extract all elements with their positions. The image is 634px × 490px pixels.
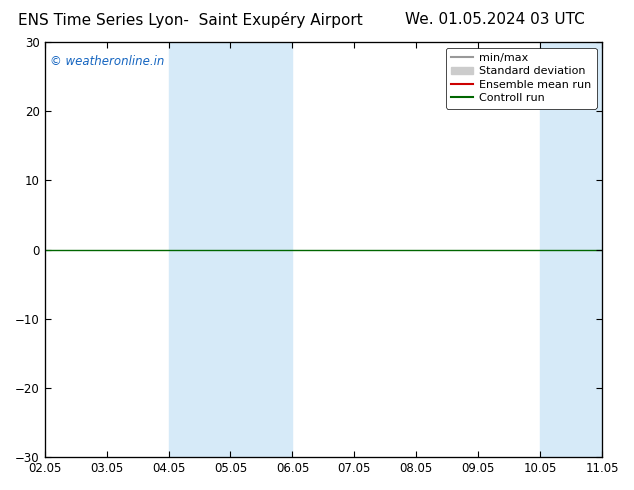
Bar: [231, 42, 292, 457]
Text: ENS Time Series Lyon-  Saint Exupéry Airport: ENS Time Series Lyon- Saint Exupéry Airp…: [18, 12, 363, 28]
Text: © weatheronline.in: © weatheronline.in: [50, 54, 165, 68]
Bar: [169, 42, 231, 457]
Bar: [540, 42, 602, 457]
Legend: min/max, Standard deviation, Ensemble mean run, Controll run: min/max, Standard deviation, Ensemble me…: [446, 48, 597, 109]
Text: We. 01.05.2024 03 UTC: We. 01.05.2024 03 UTC: [404, 12, 585, 27]
